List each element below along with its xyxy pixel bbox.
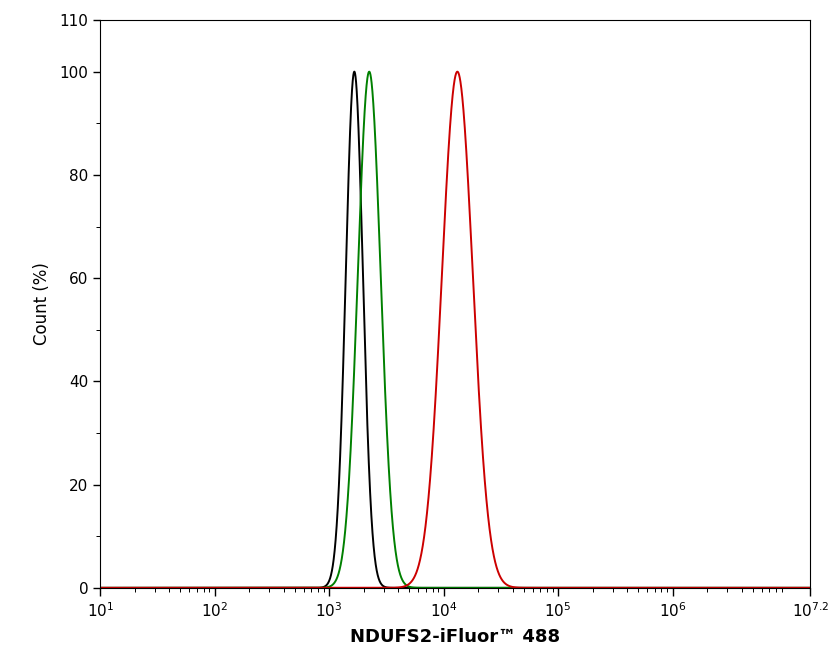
X-axis label: NDUFS2-iFluor™ 488: NDUFS2-iFluor™ 488	[350, 628, 560, 646]
Y-axis label: Count (%): Count (%)	[33, 263, 51, 345]
